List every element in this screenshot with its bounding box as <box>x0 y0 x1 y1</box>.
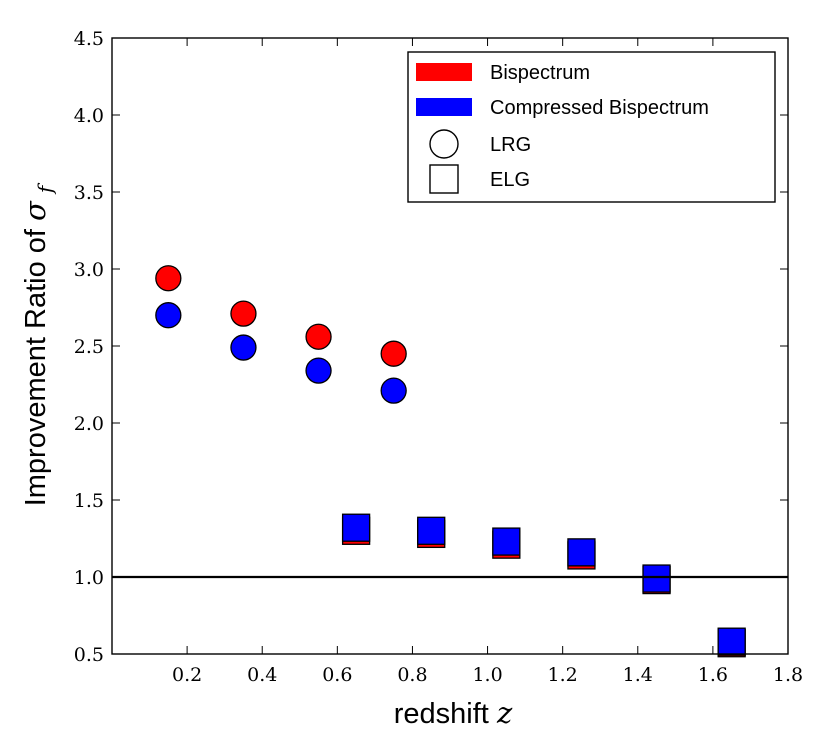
x-axis-title-text: redshift <box>394 698 489 730</box>
y-tick-label: 4.5 <box>74 28 104 50</box>
y-axis-title: Improvement Ratio of σ f <box>18 182 57 506</box>
x-tick-label: 0.4 <box>247 664 277 686</box>
data-point-circle <box>380 377 407 404</box>
axis-ticks: 0.2 0.4 0.6 0.8 1.0 1.2 1.4 1.6 1.8 0.5 1.0 1.5 2.0 2… <box>74 28 803 686</box>
x-tick-label: 1.4 <box>623 664 653 686</box>
x-tick-label: 1.6 <box>698 664 728 686</box>
data-point-square <box>417 516 446 545</box>
y-tick-label: 1.0 <box>74 567 104 589</box>
legend-label: LRG <box>490 134 531 156</box>
y-axis-title-text: Improvement Ratio of <box>20 228 52 506</box>
legend-swatch <box>416 63 472 81</box>
x-tick-label: 1.8 <box>773 664 803 686</box>
data-point-circle <box>155 302 182 329</box>
legend-label: Compressed Bispectrum <box>490 97 709 119</box>
data-point-circle <box>305 357 332 384</box>
data-point-square <box>717 627 746 656</box>
legend-label: ELG <box>490 169 530 191</box>
data-point-square <box>642 564 671 593</box>
legend-swatch <box>416 98 472 116</box>
data-point-circle <box>380 340 407 367</box>
y-tick-label: 3.5 <box>74 182 104 204</box>
x-tick-label: 0.8 <box>397 664 427 686</box>
data-point-square <box>341 513 371 542</box>
chart-marks <box>155 265 746 658</box>
y-tick-label: 3.0 <box>74 259 104 281</box>
x-axis-title: redshift z <box>394 696 513 730</box>
data-point-circle <box>230 334 257 361</box>
legend: Bispectrum Compressed Bispectrum LRG ELG <box>407 51 776 203</box>
legend-label: Bispectrum <box>490 62 590 84</box>
x-tick-label: 0.2 <box>172 664 202 686</box>
x-tick-label: 1.2 <box>548 664 578 686</box>
x-tick-label: 1.0 <box>472 664 502 686</box>
y-tick-label: 0.5 <box>74 644 104 666</box>
x-tick-label: 0.6 <box>322 664 352 686</box>
y-axis-subscript: f <box>33 182 57 195</box>
y-tick-label: 2.0 <box>74 413 104 435</box>
data-point-square <box>567 538 596 567</box>
y-tick-label: 1.5 <box>74 490 104 512</box>
x-axis-symbol: z <box>496 696 513 730</box>
y-tick-label: 2.5 <box>74 336 104 358</box>
data-point-square <box>492 527 521 556</box>
legend-marker-circle <box>429 129 459 159</box>
y-axis-symbol: σ <box>18 200 52 221</box>
y-tick-label: 4.0 <box>74 105 104 127</box>
data-point-circle <box>230 300 257 327</box>
data-point-circle <box>155 265 182 292</box>
legend-marker-square <box>429 164 459 194</box>
data-point-circle <box>305 323 332 350</box>
